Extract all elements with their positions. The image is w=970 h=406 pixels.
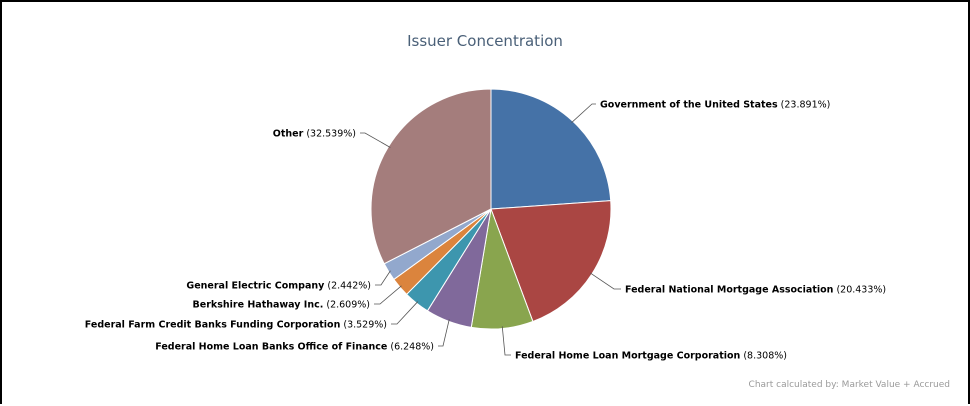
label-connector	[501, 326, 511, 356]
slice-label-name: Federal Home Loan Mortgage Corporation	[515, 351, 741, 362]
slice-label-value: (6.248%)	[387, 342, 434, 353]
slice-label-name: Government of the United States	[600, 100, 778, 111]
chart-title: Issuer Concentration	[407, 32, 563, 50]
slice-label-name: General Electric Company	[186, 281, 325, 292]
pie-slice[interactable]	[490, 88, 612, 210]
slice-label-value: (2.442%)	[324, 281, 371, 292]
slice-label: Federal National Mortgage Association (2…	[625, 285, 886, 296]
slice-label-value: (32.539%)	[303, 129, 356, 140]
chart-footer: Chart calculated by: Market Value + Accr…	[748, 380, 950, 390]
slice-label-name: Other	[273, 129, 304, 140]
label-connector	[589, 272, 621, 290]
label-connector	[375, 270, 391, 286]
label-connector	[391, 301, 419, 325]
slice-label-name: Berkshire Hathaway Inc.	[193, 300, 324, 311]
slice-label-value: (23.891%)	[778, 100, 831, 111]
label-connector	[571, 103, 596, 124]
slice-label-name: Federal Farm Credit Banks Funding Corpor…	[85, 320, 341, 331]
slice-label-value: (20.433%)	[833, 285, 886, 296]
slice-label: Berkshire Hathaway Inc. (2.609%)	[193, 300, 370, 311]
slice-label: Government of the United States (23.891%…	[600, 100, 830, 111]
slice-label: Other (32.539%)	[273, 129, 356, 140]
slice-label-value: (3.529%)	[340, 320, 387, 331]
slice-label: Federal Home Loan Mortgage Corporation (…	[515, 351, 787, 362]
label-connector	[438, 319, 450, 347]
slice-label: Federal Home Loan Banks Office of Financ…	[155, 342, 434, 353]
label-connector	[374, 285, 402, 305]
slice-label-value: (8.308%)	[740, 351, 787, 362]
slice-label-value: (2.609%)	[323, 300, 370, 311]
slice-label-name: Federal National Mortgage Association	[625, 285, 834, 296]
slice-label: Federal Farm Credit Banks Funding Corpor…	[85, 320, 387, 331]
label-connector	[360, 132, 391, 148]
slice-label-name: Federal Home Loan Banks Office of Financ…	[155, 342, 387, 353]
slice-label: General Electric Company (2.442%)	[186, 281, 371, 292]
